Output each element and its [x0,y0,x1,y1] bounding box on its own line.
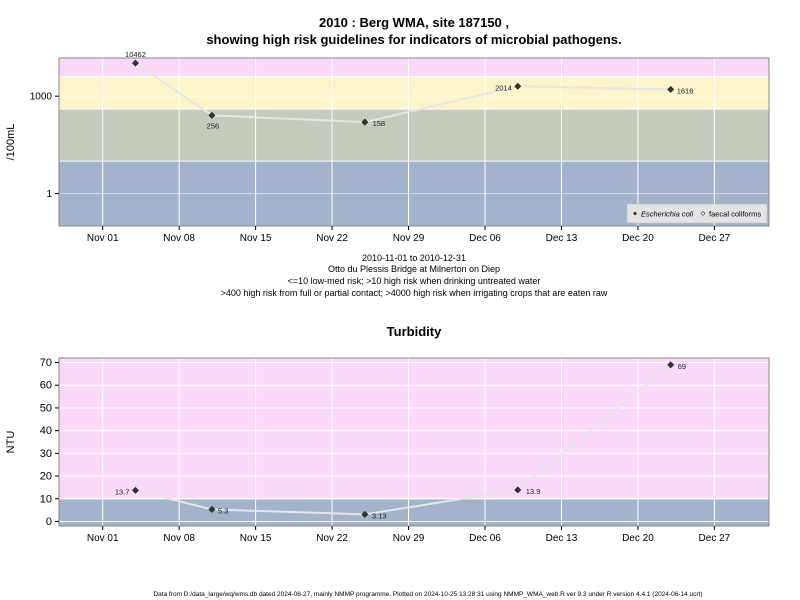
legend-ecoli-marker [633,211,637,216]
x-tick-label: Nov 29 [393,233,425,244]
legend-ecoli-label: Escherichia coli [641,210,693,219]
data-label: 3.13 [372,511,387,520]
data-point [667,361,675,369]
y-axis-label: /100mL [5,124,17,161]
legend-faecal-marker [700,211,706,216]
data-label: 13.7 [115,487,130,496]
y-tick-label: 50 [40,402,52,414]
data-label: 2014 [495,83,512,92]
data-label: 5.3 [218,506,228,515]
data-label: 69 [678,362,686,371]
x-tick-label: Dec 13 [546,533,578,544]
y-tick-label: 20 [40,471,52,483]
x-tick-label: Nov 01 [87,233,119,244]
risk-band-1 [59,358,769,499]
y-tick-label: 60 [40,380,52,392]
contact-risk-note: >400 high risk from full or partial cont… [221,288,608,298]
x-tick-label: Dec 20 [622,533,654,544]
plot-border [58,57,770,227]
chart1-title-line2: showing high risk guidelines for indicat… [206,32,621,47]
data-label: 10462 [125,50,146,59]
data-point [514,486,522,494]
data-point [361,510,369,518]
x-tick-label: Nov 22 [316,233,348,244]
y-tick-label: 1 [46,189,52,200]
date-range-note: 2010-11-01 to 2010-12-31 [362,253,466,263]
risk-band-3 [59,58,769,77]
x-tick-label: Dec 13 [546,233,578,244]
x-tick-label: Nov 15 [240,233,272,244]
x-tick-label: Nov 29 [393,533,425,544]
x-tick-label: Nov 08 [163,533,195,544]
chart1-title-line1: 2010 : Berg WMA, site 187150 , [319,15,509,30]
x-tick-label: Dec 06 [469,233,501,244]
drinking-risk-note: <=10 low-med risk; >10 high risk when dr… [288,276,541,286]
data-label: 13.9 [526,487,541,496]
x-tick-label: Dec 27 [699,233,731,244]
legend-box [626,203,768,224]
data-point [131,59,140,67]
data-point [208,505,216,513]
footer-note: Data from D:/data_large/wq/wms.db dated … [153,591,702,598]
data-point [514,82,522,90]
plot-border [58,357,770,527]
data-point [667,85,675,93]
y-tick-label: 1000 [30,92,53,103]
data-label: 158 [373,119,386,128]
data-point [361,118,369,126]
data-point [208,111,216,119]
legend-faecal-label: faecal coliforms [709,210,761,219]
risk-band-1 [59,109,769,162]
risk-band-2 [59,76,769,110]
y-axis-label: NTU [5,431,17,454]
chart2-title: Turbidity [387,324,442,339]
x-tick-label: Nov 15 [240,533,272,544]
y-tick-label: 70 [40,357,52,369]
x-tick-label: Nov 01 [87,533,119,544]
y-tick-label: 0 [46,516,52,528]
x-tick-label: Nov 08 [163,233,195,244]
data-label: 1616 [677,86,694,95]
turbidity-panel: Nov 01 Nov 08 Nov 15 Nov 22 Nov 29 Dec 06 Dec … [5,357,770,544]
y-tick-label: 10 [40,493,52,505]
x-tick-label: Dec 06 [469,533,501,544]
site-location-note: Otto du Plessis Bridge at Milnerton on D… [328,264,500,274]
y-tick-label: 30 [40,448,52,460]
x-tick-label: Dec 27 [699,533,731,544]
x-tick-label: Dec 20 [622,233,654,244]
data-point [131,486,140,494]
data-label: 256 [207,121,220,130]
x-tick-label: Nov 22 [316,533,348,544]
ecoli-panel: Nov 01 Nov 08 Nov 15 Nov 22 Nov 29 Dec 06 Dec … [5,50,770,244]
y-tick-label: 40 [40,425,52,437]
